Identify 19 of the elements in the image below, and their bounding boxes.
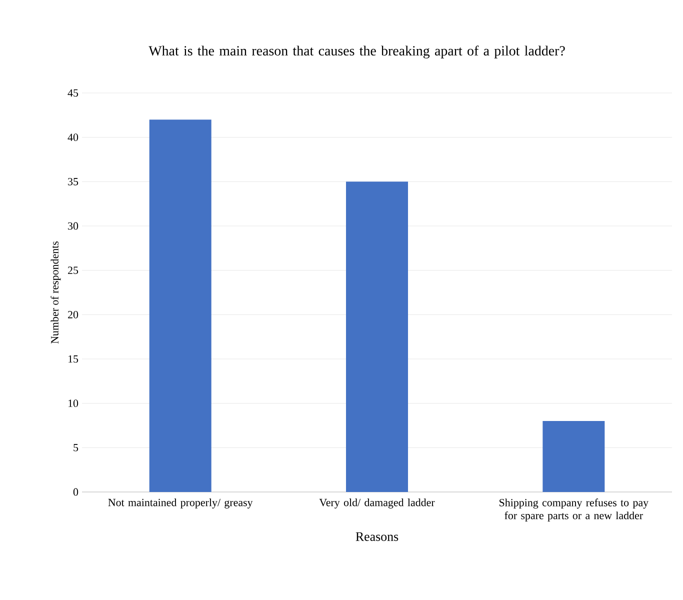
bar — [149, 120, 212, 492]
y-tick-label: 30 — [68, 222, 78, 230]
bar — [346, 182, 408, 492]
y-tick-label: 5 — [74, 444, 78, 452]
y-tick-label: 15 — [68, 355, 78, 363]
y-axis-title: Number of respondents — [50, 241, 61, 344]
x-tick-label: Not maintained properly/ greasy — [108, 498, 253, 508]
x-axis-title: Reasons — [356, 532, 398, 541]
y-tick-label: 35 — [68, 178, 78, 186]
y-tick-label: 0 — [73, 488, 78, 496]
x-tick-label: Very old/ damaged ladder — [319, 498, 435, 508]
y-tick-label: 40 — [68, 134, 78, 142]
x-tick-label: Shipping company refuses to pay for spare parts or a new ladder — [500, 498, 649, 522]
bar — [542, 421, 605, 492]
y-tick-label: 45 — [68, 89, 78, 97]
y-tick-label: 20 — [68, 310, 78, 318]
y-tick-label: 25 — [68, 266, 78, 274]
chart-title: What is the main reason that causes the breaking apart of a pilot ladder? — [148, 46, 565, 58]
y-tick-label: 10 — [68, 400, 78, 408]
